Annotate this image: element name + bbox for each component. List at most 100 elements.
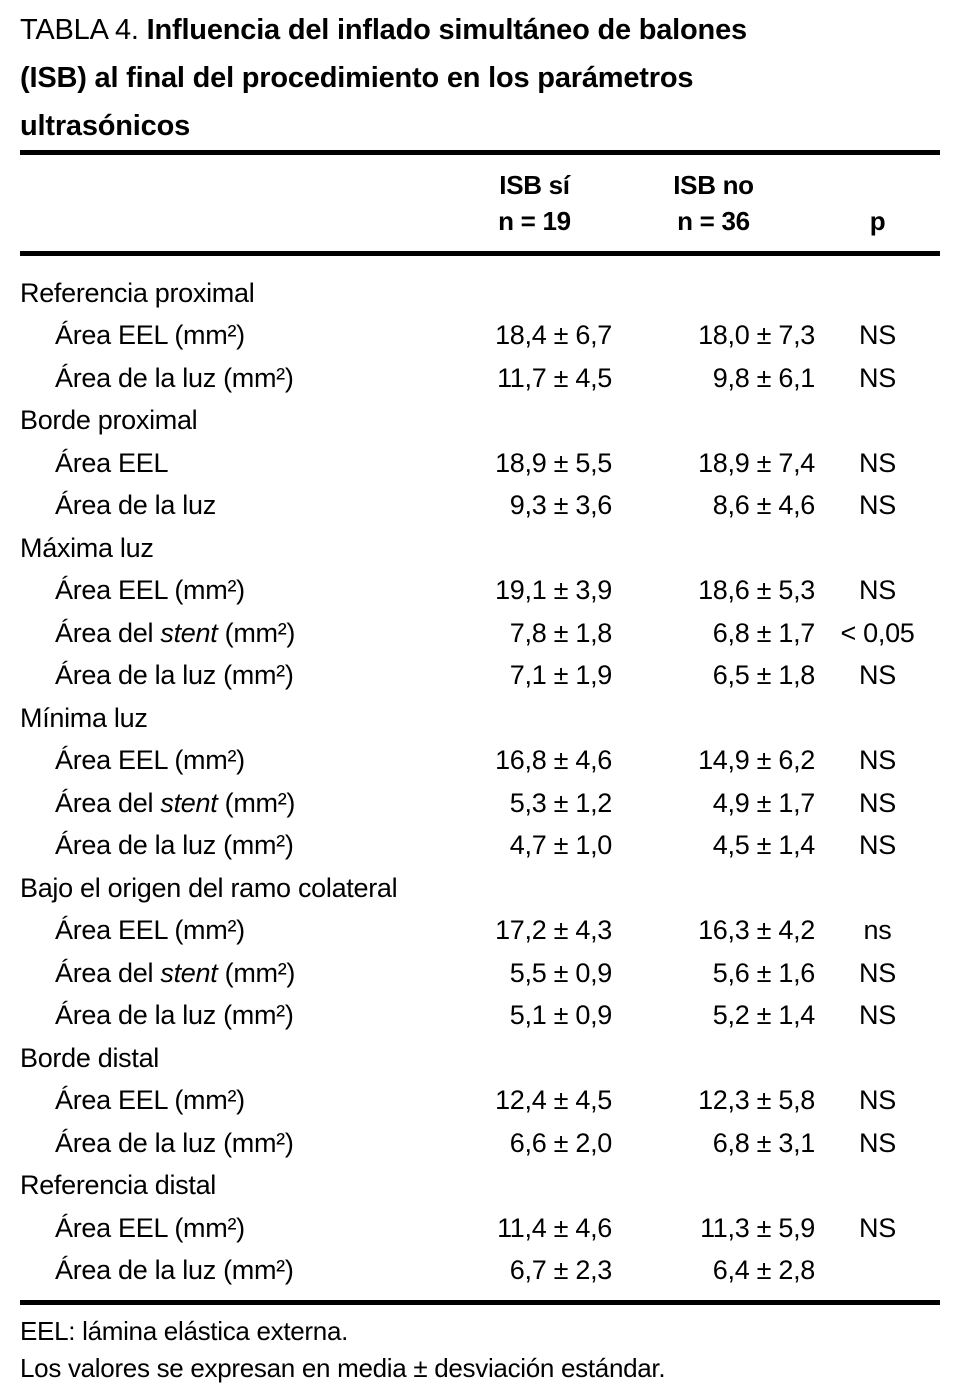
row-label: Área de la luz (mm²): [55, 362, 294, 393]
cell-isb-no: 14,9 ± 6,2: [698, 745, 815, 776]
cell-isb-no: 12,3 ± 5,8: [698, 1085, 815, 1116]
row-label: Área EEL (mm²): [55, 320, 245, 351]
table-row: Área EEL (mm²) 11,4 ± 4,6 11,3 ± 5,9 NS: [20, 1207, 940, 1250]
cell-isb-si: 6,6 ± 2,0: [509, 1127, 613, 1158]
column-header-isb-no-n: n = 36: [677, 206, 750, 236]
row-label: Área de la luz (mm²): [55, 1127, 294, 1158]
cell-isb-no: 11,3 ± 5,9: [700, 1212, 815, 1243]
column-header-isb-no: ISB no n = 36: [612, 167, 815, 239]
row-label: Área del stent (mm²): [55, 787, 296, 818]
section-row: Bajo el origen del ramo colateral: [20, 867, 940, 910]
table-number: TABLA 4.: [20, 14, 139, 46]
row-label: Área de la luz (mm²): [55, 830, 294, 861]
footnote-values: Los valores se expresan en media ± desvi…: [20, 1353, 666, 1383]
cell-isb-si: 18,4 ± 6,7: [495, 320, 612, 351]
row-label: Área de la luz (mm²): [55, 1255, 294, 1286]
row-label: Referencia distal: [20, 1170, 217, 1201]
cell-p: NS: [859, 787, 896, 818]
row-label: Área del stent (mm²): [55, 957, 296, 988]
table-row: Área EEL (mm²) 16,8 ± 4,6 14,9 ± 6,2 NS: [20, 740, 940, 783]
cell-isb-si: 11,4 ± 4,6: [497, 1212, 612, 1243]
cell-p: NS: [859, 362, 896, 393]
section-row: Máxima luz: [20, 527, 940, 570]
cell-isb-si: 17,2 ± 4,3: [495, 915, 612, 946]
cell-isb-no: 18,9 ± 7,4: [698, 447, 815, 478]
cell-p: NS: [859, 830, 896, 861]
table-row: Área EEL (mm²) 19,1 ± 3,9 18,6 ± 5,3 NS: [20, 570, 940, 613]
cell-isb-no: 5,6 ± 1,6: [712, 957, 816, 988]
row-label: Área EEL (mm²): [55, 1212, 245, 1243]
cell-isb-no: 6,8 ± 1,7: [712, 617, 816, 648]
title-text-2: (ISB) al final del procedimiento en los …: [20, 62, 694, 94]
cell-p: ns: [863, 915, 892, 946]
cell-isb-si: 16,8 ± 4,6: [495, 745, 612, 776]
cell-p: NS: [859, 320, 896, 351]
cell-isb-si: 6,7 ± 2,3: [509, 1255, 613, 1286]
column-header-isb-si: ISB sí n = 19: [457, 167, 612, 239]
cell-isb-no: 8,6 ± 4,6: [712, 490, 816, 521]
cell-p: NS: [859, 745, 896, 776]
cell-isb-no: 6,8 ± 3,1: [712, 1127, 816, 1158]
section-row: Borde proximal: [20, 400, 940, 443]
row-label: Área EEL (mm²): [55, 1085, 245, 1116]
row-label: Área de la luz: [55, 490, 216, 521]
cell-isb-si: 11,7 ± 4,5: [497, 362, 612, 393]
cell-p: NS: [859, 957, 896, 988]
table-row: Área de la luz (mm²) 5,1 ± 0,9 5,2 ± 1,4 NS: [20, 995, 940, 1038]
cell-isb-si: 5,5 ± 0,9: [509, 957, 613, 988]
table-body: Referencia proximal Área EEL (mm²) 18,4 ± …: [20, 256, 940, 1300]
cell-p: NS: [859, 1085, 896, 1116]
cell-isb-si: 9,3 ± 3,6: [509, 490, 613, 521]
title-text-3: ultrasónicos: [20, 110, 191, 142]
section-row: Borde distal: [20, 1037, 940, 1080]
section-row: Referencia proximal: [20, 272, 940, 315]
cell-isb-si: 18,9 ± 5,5: [495, 447, 612, 478]
row-label: Área EEL (mm²): [55, 915, 245, 946]
row-label: Máxima luz: [20, 532, 154, 563]
bottom-rule: [20, 1300, 940, 1305]
row-label: Borde proximal: [20, 405, 198, 436]
row-label: Referencia proximal: [20, 277, 255, 308]
cell-p: NS: [859, 1000, 896, 1031]
row-label: Borde distal: [20, 1042, 159, 1073]
cell-isb-si: 5,1 ± 0,9: [509, 1000, 613, 1031]
footnotes: EEL: lámina elástica externa. Los valore…: [20, 1305, 940, 1387]
table-row: Área de la luz (mm²) 6,7 ± 2,3 6,4 ± 2,8: [20, 1250, 940, 1293]
cell-isb-si: 4,7 ± 1,0: [509, 830, 613, 861]
table-row: Área EEL (mm²) 18,4 ± 6,7 18,0 ± 7,3 NS: [20, 315, 940, 358]
table-header: ISB sí n = 19 ISB no n = 36 p: [20, 155, 940, 251]
table-row: Área EEL (mm²) 17,2 ± 4,3 16,3 ± 4,2 ns: [20, 910, 940, 953]
table-row: Área de la luz (mm²) 4,7 ± 1,0 4,5 ± 1,4 NS: [20, 825, 940, 868]
table-row: Área del stent (mm²) 7,8 ± 1,8 6,8 ± 1,7 < …: [20, 612, 940, 655]
row-label: Área del stent (mm²): [55, 617, 296, 648]
row-label: Bajo el origen del ramo colateral: [20, 872, 398, 903]
cell-isb-no: 6,4 ± 2,8: [712, 1255, 816, 1286]
cell-isb-no: 6,5 ± 1,8: [712, 660, 816, 691]
section-row: Referencia distal: [20, 1165, 940, 1208]
column-header-isb-si-label: ISB sí: [499, 170, 570, 200]
column-header-p: p: [869, 206, 886, 236]
top-rule: [20, 150, 940, 155]
title-text-1: Influencia del inflado simultáneo de bal…: [146, 14, 748, 46]
cell-p: NS: [859, 447, 896, 478]
cell-p: NS: [859, 490, 896, 521]
cell-isb-si: 5,3 ± 1,2: [509, 787, 613, 818]
cell-isb-no: 9,8 ± 6,1: [712, 362, 816, 393]
cell-isb-no: 5,2 ± 1,4: [712, 1000, 816, 1031]
footnote-eel: EEL: lámina elástica externa.: [20, 1316, 349, 1346]
cell-isb-no: 18,0 ± 7,3: [698, 320, 815, 351]
row-label: Área EEL (mm²): [55, 575, 245, 606]
table-row: Área del stent (mm²) 5,5 ± 0,9 5,6 ± 1,6 NS: [20, 952, 940, 995]
cell-isb-si: 12,4 ± 4,5: [495, 1085, 612, 1116]
cell-p: < 0,05: [840, 617, 915, 648]
cell-isb-no: 16,3 ± 4,2: [698, 915, 815, 946]
table-row: Área de la luz (mm²) 11,7 ± 4,5 9,8 ± 6,1 N…: [20, 357, 940, 400]
row-label: Área de la luz (mm²): [55, 660, 294, 691]
cell-isb-no: 18,6 ± 5,3: [698, 575, 815, 606]
row-label: Área de la luz (mm²): [55, 1000, 294, 1031]
table-row: Área EEL (mm²) 12,4 ± 4,5 12,3 ± 5,8 NS: [20, 1080, 940, 1123]
cell-isb-si: 19,1 ± 3,9: [495, 575, 612, 606]
table-row: Área de la luz (mm²) 6,6 ± 2,0 6,8 ± 3,1 NS: [20, 1122, 940, 1165]
table-row: Área EEL 18,9 ± 5,5 18,9 ± 7,4 NS: [20, 442, 940, 485]
